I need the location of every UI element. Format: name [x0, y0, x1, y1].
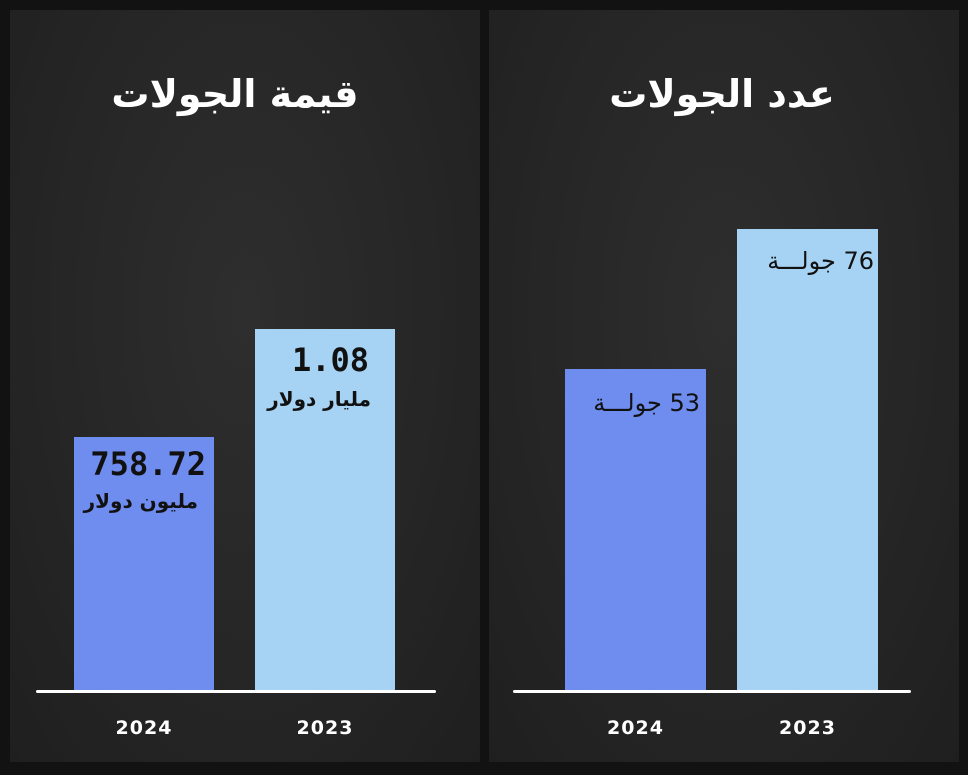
- data-label-unit: مليون دولار: [83, 489, 198, 513]
- x-tick-label-2023: 2023: [296, 717, 354, 739]
- x-axis-baseline: [36, 690, 436, 693]
- data-label: 53 جولـــة: [593, 389, 700, 417]
- data-label-value: 758.72: [90, 445, 206, 483]
- chart-title: قيمة الجولات: [111, 72, 359, 116]
- data-label: 76 جولـــة: [767, 247, 874, 275]
- chart-panel-value: قيمة الجولات 758.72 مليون دولار 1.08 ملي…: [10, 10, 480, 762]
- data-label-value: 1.08: [291, 341, 369, 379]
- x-tick-label-2024: 2024: [115, 717, 173, 739]
- data-label-unit: مليار دولار: [267, 387, 371, 411]
- bar-2023: 1.08 مليار دولار: [255, 329, 395, 691]
- x-axis-baseline: [513, 690, 911, 693]
- bar-2024: 758.72 مليون دولار: [74, 437, 214, 691]
- data-label-unit: جولـــة: [767, 247, 836, 275]
- x-tick-label-2024: 2024: [607, 717, 664, 739]
- chart-panel-count: عدد الجولات 53 جولـــة 76 جولـــة 2024 2…: [489, 10, 959, 762]
- bar-2023: 76 جولـــة: [737, 229, 878, 691]
- data-label-value: 53: [669, 389, 700, 417]
- chart-title: عدد الجولات: [609, 72, 835, 116]
- x-tick-label-2023: 2023: [779, 717, 836, 739]
- data-label-value: 76: [843, 247, 874, 275]
- bar-2024: 53 جولـــة: [565, 369, 706, 691]
- data-label-unit: جولـــة: [593, 389, 662, 417]
